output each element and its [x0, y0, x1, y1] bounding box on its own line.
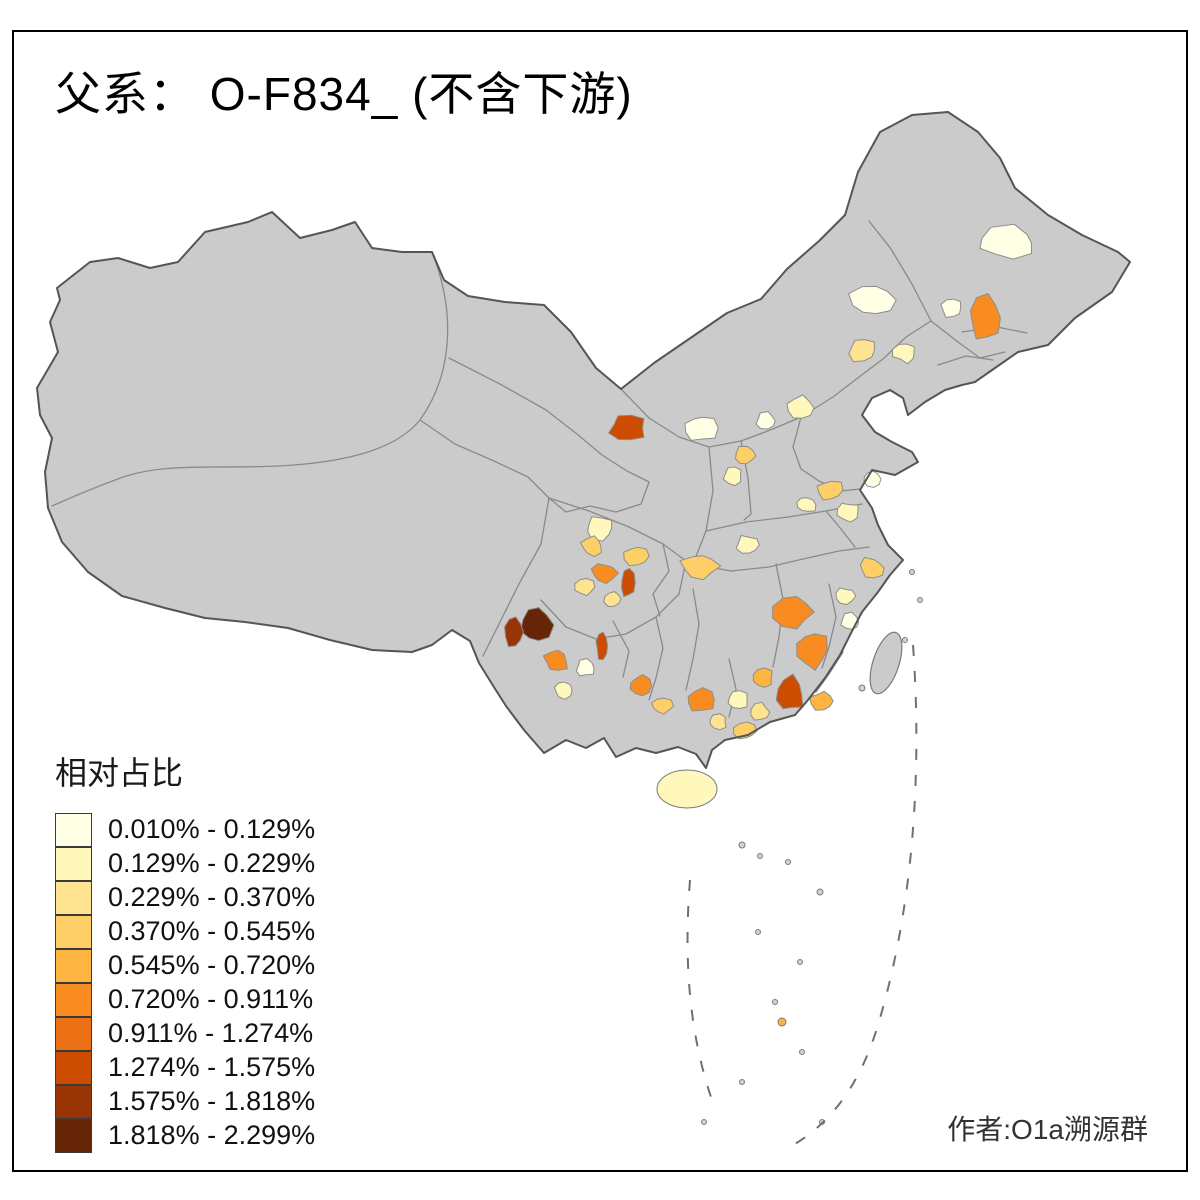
author-credit: 作者:O1a溯源群: [947, 1114, 1148, 1145]
colored-region: [727, 690, 748, 710]
legend-label: 0.229% - 0.370%: [108, 881, 316, 912]
legend-label: 0.129% - 0.229%: [108, 847, 316, 878]
colored-region: [590, 563, 620, 585]
legend-item: 0.720% - 0.911%: [55, 982, 315, 1017]
legend-swatch: [55, 846, 92, 881]
colored-region: [579, 535, 603, 558]
legend-label: 1.818% - 2.299%: [108, 1119, 316, 1150]
islands-layer: [656, 569, 923, 1125]
legend-label: 0.370% - 0.545%: [108, 915, 316, 946]
island: [777, 1017, 787, 1027]
colored-region: [969, 292, 1001, 340]
legend-item: 0.229% - 0.370%: [55, 880, 316, 915]
colored-region: [796, 633, 828, 671]
legend-swatch: [55, 1050, 92, 1085]
island: [785, 859, 791, 865]
island: [757, 853, 763, 859]
colored-region: [650, 697, 675, 715]
island: [902, 637, 908, 643]
legend-swatch: [55, 914, 92, 949]
colored-region: [771, 595, 815, 630]
legend: 相对占比 0.010% - 0.129% 0.129% - 0.229% 0.2…: [55, 748, 316, 1153]
colored-region: [979, 223, 1033, 260]
legend-item: 1.818% - 2.299%: [55, 1118, 316, 1153]
colored-region: [722, 466, 742, 487]
legend-label: 0.720% - 0.911%: [108, 983, 314, 1014]
island: [816, 888, 824, 896]
legend-label: 1.274% - 1.575%: [108, 1051, 316, 1082]
colored-region: [587, 516, 613, 542]
colored-region: [786, 394, 815, 419]
colored-region: [808, 690, 834, 711]
island: [799, 1049, 805, 1055]
colored-region: [750, 701, 771, 721]
colored-region: [891, 343, 915, 365]
colored-region: [542, 649, 568, 671]
colored-region: [735, 534, 760, 554]
colored-region: [629, 674, 653, 697]
colored-region: [848, 339, 875, 363]
legend-swatch: [55, 880, 92, 915]
colored-region: [554, 681, 573, 700]
page-title: 父系： O-F834_ (不含下游): [55, 68, 633, 120]
island: [858, 684, 866, 692]
colored-region: [940, 298, 962, 319]
legend-item: 0.129% - 0.229%: [55, 846, 316, 881]
colored-region: [755, 411, 776, 430]
colored-region: [504, 616, 525, 648]
island: [656, 769, 718, 809]
colored-region: [603, 591, 622, 608]
legend-label: 0.010% - 0.129%: [108, 813, 316, 844]
colored-region: [859, 556, 885, 579]
legend-swatch: [55, 948, 92, 983]
colored-region: [732, 721, 758, 740]
legend-swatch: [55, 812, 92, 847]
colored-region: [679, 555, 722, 581]
colored-region: [687, 687, 715, 712]
legend-title: 相对占比: [55, 755, 184, 791]
legend-item: 0.370% - 0.545%: [55, 914, 316, 949]
colored-region: [608, 414, 645, 441]
colored-region: [836, 502, 859, 523]
colored-region: [574, 577, 596, 597]
colored-region: [709, 713, 727, 731]
colored-region: [520, 607, 555, 642]
legend-item: 1.274% - 1.575%: [55, 1050, 316, 1085]
legend-item: 0.545% - 0.720%: [55, 948, 316, 983]
colored-region: [796, 497, 817, 512]
colored-region: [735, 445, 757, 465]
legend-item: 0.911% - 1.274%: [55, 1016, 315, 1051]
colored-region: [835, 587, 857, 606]
island: [738, 841, 746, 849]
legend-label: 0.911% - 1.274%: [108, 1017, 314, 1048]
colored-region: [684, 416, 719, 441]
island: [755, 929, 761, 935]
taiwan-island: [869, 631, 903, 695]
legend-swatch: [55, 982, 92, 1017]
colored-region: [623, 546, 650, 567]
colored-region: [575, 658, 595, 677]
colored-region: [620, 567, 636, 598]
island: [909, 569, 915, 575]
legend-item: 0.010% - 0.129%: [55, 812, 316, 847]
legend-label: 1.575% - 1.818%: [108, 1085, 316, 1116]
legend-swatch: [55, 1118, 92, 1153]
legend-label: 0.545% - 0.720%: [108, 949, 316, 980]
colored-region: [752, 667, 773, 688]
legend-swatch: [55, 1016, 92, 1051]
legend-swatch: [55, 1084, 92, 1119]
legend-item: 1.575% - 1.818%: [55, 1084, 316, 1119]
island: [739, 1079, 745, 1085]
south-china-sea-dash-line: [686, 644, 918, 1150]
island: [772, 999, 778, 1005]
island: [797, 959, 803, 965]
island: [917, 597, 923, 603]
colored-region: [775, 673, 804, 710]
colored-region: [595, 631, 609, 661]
colored-region: [848, 285, 897, 315]
colored-region: [816, 480, 844, 501]
island: [701, 1119, 707, 1125]
